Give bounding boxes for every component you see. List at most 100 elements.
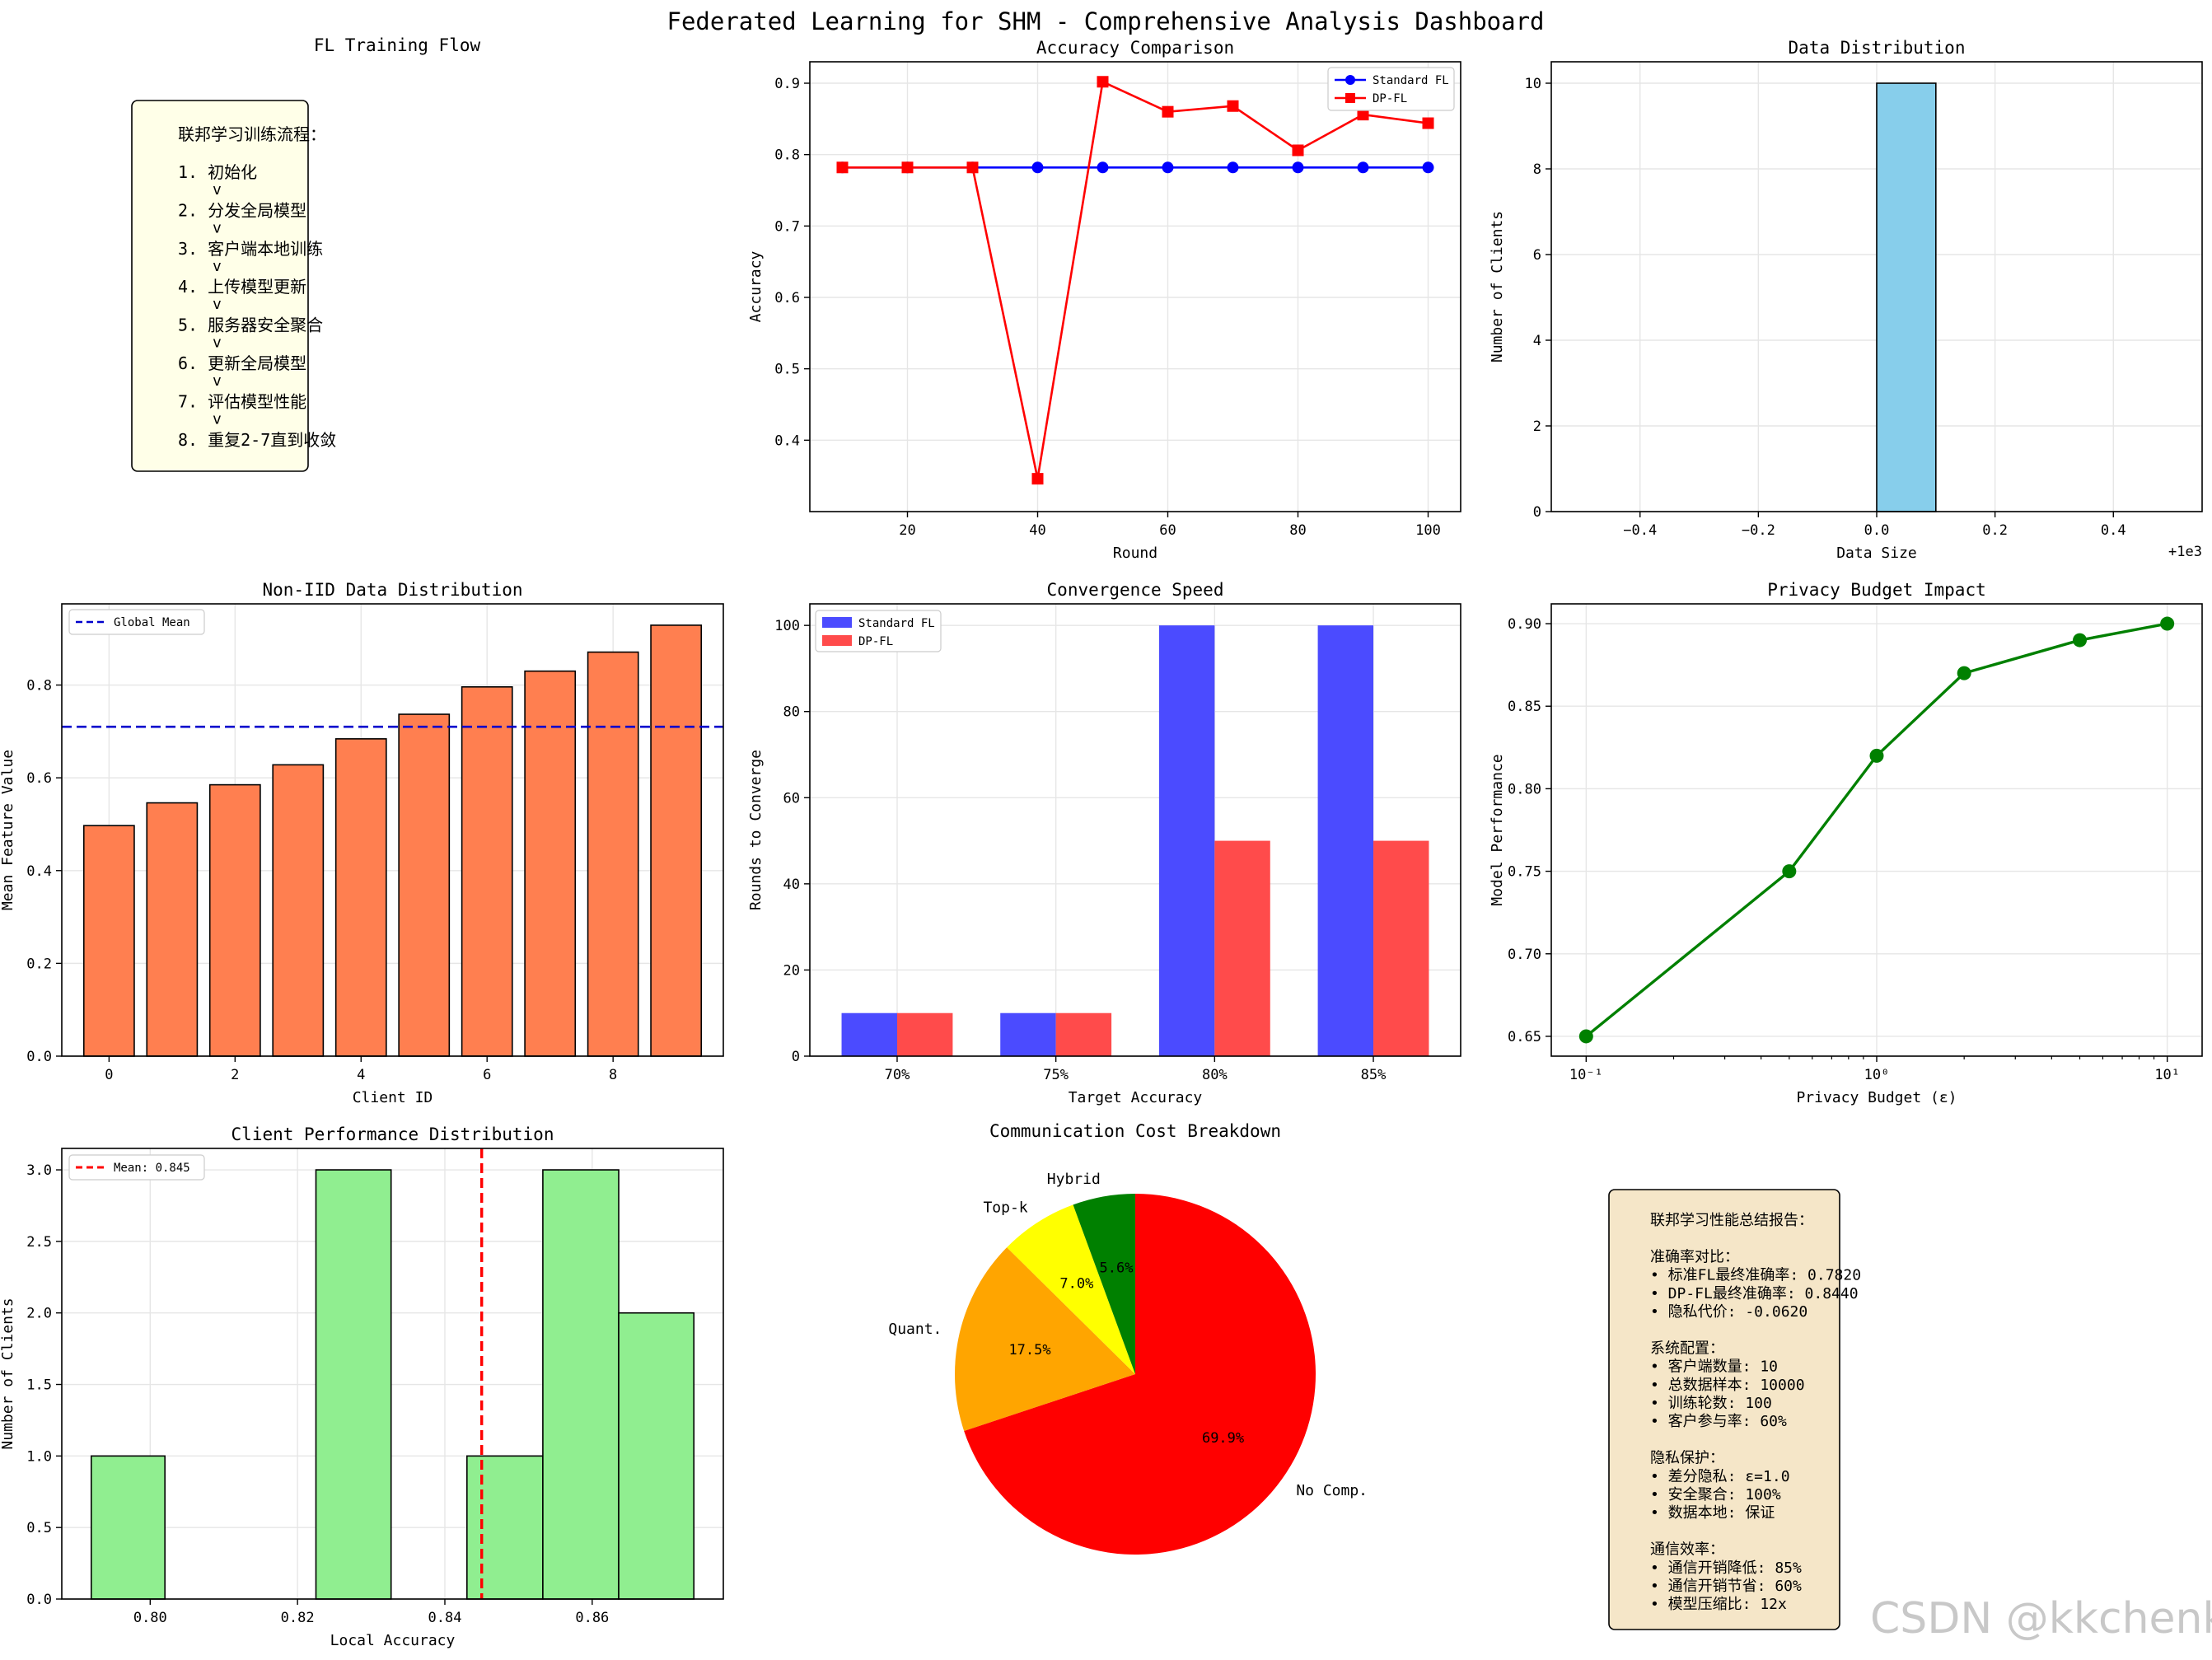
legend-marker [1345,75,1355,85]
datadist-ytick-label: 6 [1533,247,1541,264]
clientperf-xtick-label: 0.84 [428,1610,462,1626]
accuracy-chart: 0.4 0.5 0.6 0.7 0.8 0.9 20 40 60 80 100 Accuracy Co… [747,38,1461,562]
summary-line: • 训练轮数: 100 [1650,1395,1772,1412]
flow-arrow: v [213,181,222,199]
convergence-ytick-label: 80 [783,704,800,721]
datadist-xlabel: Data Size [1836,545,1917,562]
clientperf-bar [542,1169,620,1600]
comm-title: Communication Cost Breakdown [989,1121,1281,1141]
comm-pie-chart: Communication Cost Breakdown No Comp. 69.9… [888,1121,1368,1555]
legend-label: DP-FL [1373,92,1407,105]
privacy-xlabel: Privacy Budget (ε) [1796,1089,1957,1106]
legend-label: Global Mean [114,616,190,629]
comm-slice-percent: 17.5% [1008,1342,1050,1358]
comm-pie-slice [1073,1194,1135,1374]
convergence-bar [1055,1012,1112,1056]
convergence-ytick-label: 60 [783,790,800,807]
accuracy-xtick-label: 60 [1159,522,1176,539]
noniid-ylabel: Mean Feature Value [0,750,16,910]
clientperf-ytick-label: 3.0 [26,1162,52,1179]
accuracy-point [1292,161,1304,174]
flow-box-title: 联邦学习训练流程： [178,124,326,144]
accuracy-point [1162,161,1174,174]
accuracy-xtick-label: 20 [899,522,915,539]
datadist-xtick-label: 0.0 [1864,522,1890,539]
privacy-ytick-label: 0.85 [1508,699,1541,715]
legend-box [68,609,205,635]
privacy-title: Privacy Budget Impact [1767,580,1986,600]
flow-step: 1. 初始化 [178,162,257,182]
legend-box [1327,67,1455,111]
convergence-title: Convergence Speed [1047,580,1224,600]
datadist-bar [1876,82,1937,512]
noniid-bar [208,783,261,1057]
datadist-ylabel: Number of Clients [1489,211,1506,362]
noniid-xtick-label: 2 [231,1067,239,1083]
accuracy-point [1031,161,1044,174]
convergence-ylabel: Rounds to Converge [747,750,765,910]
noniid-ytick-label: 0.0 [26,1049,52,1065]
privacy-point [1782,864,1797,879]
noniid-bar [334,738,387,1057]
clientperf-ytick-label: 0.0 [26,1592,52,1608]
accuracy-ytick-label: 0.4 [774,433,800,449]
accuracy-point [1422,161,1434,174]
accuracy-frame [809,61,1461,512]
noniid-frame [61,603,724,1057]
comm-slice-label: No Comp. [1296,1482,1368,1499]
flow-step: 8. 重复2-7直到收敛 [178,430,336,450]
datadist-ytick-label: 2 [1533,419,1541,435]
privacy-chart: 0.65 0.70 0.75 0.80 0.85 0.90 10⁻¹ 10⁰ 10¹ Privac… [1489,580,2203,1106]
privacy-xtick-label: 10⁻¹ [1569,1067,1603,1083]
datadist-ytick-label: 10 [1525,76,1541,92]
datadist-ytick-label: 8 [1533,161,1541,178]
datadist-title: Data Distribution [1789,38,1966,58]
summary-line: 联邦学习性能总结报告： [1650,1212,1813,1229]
convergence-frame [809,603,1461,1057]
flow-step: 5. 服务器安全聚合 [178,316,323,335]
datadist-offset-label: +1e3 [2168,544,2202,560]
datadist-ytick-label: 0 [1533,504,1541,521]
clientperf-ytick-label: 2.5 [26,1234,52,1251]
convergence-xtick-label: 75% [1043,1067,1069,1083]
privacy-line [1585,622,2168,1038]
accuracy-xtick-label: 80 [1289,522,1306,539]
noniid-bar [82,825,135,1057]
accuracy-title: Accuracy Comparison [1036,38,1234,58]
summary-line: • 隐私代价: -0.0620 [1650,1303,1807,1321]
privacy-point [1869,748,1884,763]
clientperf-bar [90,1455,166,1600]
summary-line: • 安全聚合: 100% [1650,1486,1781,1503]
flow-step: 2. 分发全局模型 [178,200,306,220]
datadist-xtick-label: 0.4 [2101,522,2126,539]
convergence-bar [841,1012,897,1056]
accuracy-xlabel: Round [1113,545,1157,562]
comm-slice-percent: 7.0% [1059,1275,1093,1292]
comm-pie-slice [955,1247,1135,1431]
summary-line: • 差分隐私: ε=1.0 [1650,1468,1790,1485]
datadist-chart: 0 2 4 6 8 10 −0.4 −0.2 0.0 0.2 0.4 Data Distributio… [1489,38,2203,562]
accuracy-point [1097,161,1109,174]
clientperf-bar [466,1455,544,1600]
accuracy-point [1031,473,1044,485]
clientperf-frame [61,1148,724,1600]
accuracy-ytick-label: 0.8 [774,147,800,164]
noniid-ytick-label: 0.4 [26,863,52,880]
flow-arrow: v [213,296,222,313]
convergence-xtick-label: 70% [885,1067,910,1083]
privacy-ytick-label: 0.65 [1508,1029,1541,1045]
summary-line: • 通信开销节省: 60% [1650,1578,1802,1595]
accuracy-point [1422,117,1434,129]
summary-line: • 标准FL最终准确率: 0.7820 [1650,1267,1861,1284]
legend-label: Standard FL [858,617,935,630]
flow-arrow: v [213,219,222,236]
clientperf-bar [315,1169,392,1600]
comm-pie-slice [1007,1204,1135,1374]
privacy-point [1957,666,1971,680]
comm-slice-percent: 69.9% [1202,1430,1244,1447]
clientperf-bar [618,1312,695,1600]
convergence-bar [896,1012,953,1056]
noniid-bar [272,764,325,1057]
accuracy-point [1162,105,1174,118]
